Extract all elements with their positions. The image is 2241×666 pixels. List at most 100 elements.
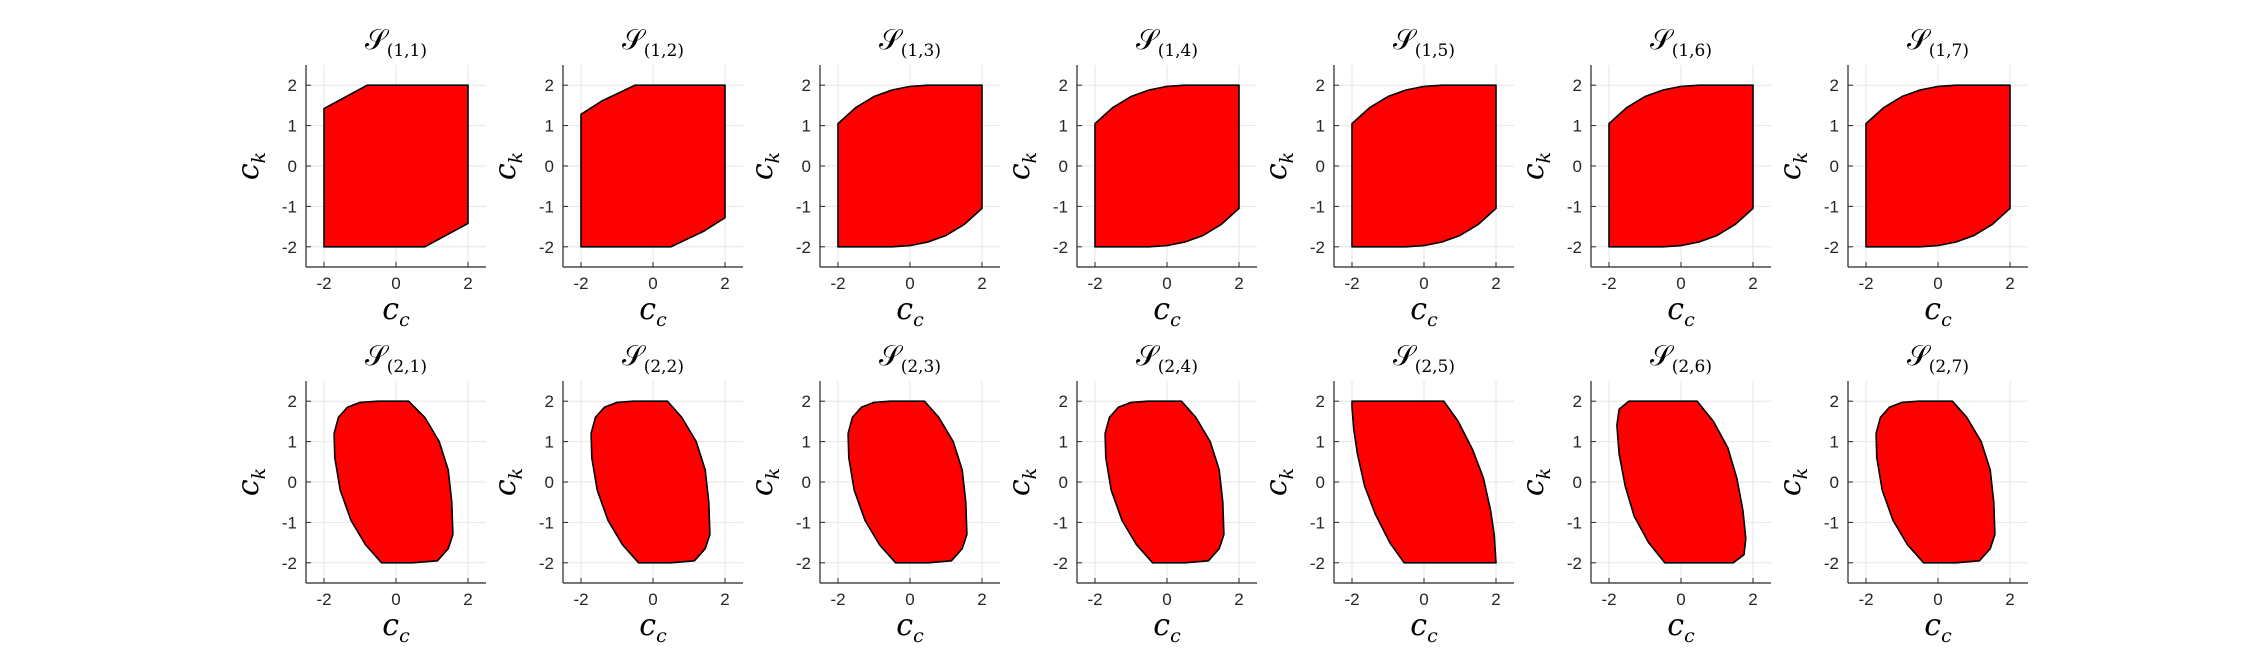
subplot-title: 𝒮(1,4) — [1136, 23, 1198, 61]
y-tick-label: 2 — [1059, 392, 1068, 411]
x-tick-label: 2 — [1491, 590, 1500, 609]
x-tick-label: 0 — [1676, 274, 1685, 293]
x-tick-label: -2 — [1601, 590, 1616, 609]
x-tick-label: 0 — [648, 274, 657, 293]
subplot-1-5: -2 0 2 2 1 0 -1 -2 𝒮(1,5) cc ck — [1259, 23, 1514, 331]
feasible-region — [1094, 84, 1240, 248]
y-tick-label: -2 — [796, 554, 811, 573]
subplot-title: 𝒮(2,2) — [622, 339, 684, 377]
x-tick-label: -2 — [1601, 274, 1616, 293]
y-axis-label: ck — [1259, 152, 1298, 180]
subplot-1-2: -2 0 2 2 1 0 -1 -2 𝒮(1,2) cc ck — [488, 23, 743, 331]
y-axis-label: ck — [1773, 468, 1812, 496]
y-tick-label: 2 — [802, 76, 811, 95]
y-axis-label: ck — [1002, 152, 1041, 180]
y-tick-label: -2 — [539, 554, 554, 573]
y-axis-label: ck — [1516, 152, 1555, 180]
y-tick-label: 0 — [802, 473, 811, 492]
y-tick-label: 2 — [288, 76, 297, 95]
y-tick-label: -2 — [1053, 238, 1068, 257]
y-tick-label: 0 — [1316, 157, 1325, 176]
y-tick-label: -1 — [796, 197, 811, 216]
subplot-2-2: -2 0 2 2 1 0 -1 -2 𝒮(2,2) cc ck — [488, 339, 743, 647]
y-tick-label: 1 — [1573, 433, 1582, 452]
feasible-region — [1351, 84, 1497, 248]
subplot-1-3: -2 0 2 2 1 0 -1 -2 𝒮(1,3) cc ck — [745, 23, 1000, 331]
feasible-region — [323, 84, 469, 248]
x-tick-label: 2 — [1748, 590, 1757, 609]
y-tick-label: 0 — [288, 157, 297, 176]
y-tick-label: 2 — [1316, 392, 1325, 411]
feasible-region — [1875, 400, 1996, 564]
subplot-2-3: -2 0 2 2 1 0 -1 -2 𝒮(2,3) cc ck — [745, 339, 1000, 647]
subplot-title: 𝒮(1,2) — [622, 23, 684, 61]
subplot-2-4: -2 0 2 2 1 0 -1 -2 𝒮(2,4) cc ck — [1002, 339, 1257, 647]
x-tick-label: -2 — [573, 274, 588, 293]
x-tick-label: 2 — [463, 590, 472, 609]
y-tick-label: -2 — [796, 238, 811, 257]
x-tick-label: 2 — [977, 590, 986, 609]
x-axis-label: cc — [896, 292, 924, 331]
y-tick-label: 1 — [802, 433, 811, 452]
subplot-title: 𝒮(2,3) — [879, 339, 941, 377]
x-tick-label: 2 — [977, 274, 986, 293]
x-tick-label: -2 — [1087, 274, 1102, 293]
subplot-1-1: -2 0 2 2 1 0 -1 -2 𝒮(1,1) cc ck — [231, 23, 486, 331]
y-tick-label: -1 — [796, 513, 811, 532]
x-tick-label: -2 — [1858, 590, 1873, 609]
y-tick-label: 1 — [1830, 117, 1839, 136]
y-tick-label: -2 — [1053, 554, 1068, 573]
x-axis-label: cc — [382, 292, 410, 331]
x-tick-label: 2 — [463, 274, 472, 293]
x-axis-label: cc — [1667, 608, 1695, 647]
x-axis-label: cc — [1153, 608, 1181, 647]
x-tick-label: 2 — [720, 274, 729, 293]
x-tick-label: 0 — [1419, 590, 1428, 609]
subplot-title: 𝒮(1,1) — [365, 23, 427, 61]
y-tick-label: 2 — [802, 392, 811, 411]
y-tick-label: -1 — [1310, 513, 1325, 532]
feasible-region — [1616, 400, 1747, 564]
x-tick-label: 0 — [905, 590, 914, 609]
x-tick-label: 0 — [1933, 590, 1942, 609]
x-axis-label: cc — [1410, 292, 1438, 331]
y-axis-label: ck — [745, 468, 784, 496]
x-tick-label: 0 — [905, 274, 914, 293]
x-axis-label: cc — [382, 608, 410, 647]
y-tick-label: 1 — [1830, 433, 1839, 452]
y-tick-label: 2 — [1316, 76, 1325, 95]
x-tick-label: -2 — [1858, 274, 1873, 293]
x-tick-label: 0 — [1162, 274, 1171, 293]
y-tick-label: -2 — [282, 238, 297, 257]
x-tick-label: -2 — [830, 274, 845, 293]
x-axis-label: cc — [639, 608, 667, 647]
x-axis-label: cc — [896, 608, 924, 647]
y-tick-label: 0 — [1059, 473, 1068, 492]
x-tick-label: -2 — [830, 590, 845, 609]
y-tick-label: -2 — [282, 554, 297, 573]
feasible-region — [837, 84, 983, 248]
y-axis-label: ck — [488, 152, 527, 180]
subplot-2-5: -2 0 2 2 1 0 -1 -2 𝒮(2,5) cc ck — [1259, 339, 1514, 647]
y-tick-label: -1 — [1053, 197, 1068, 216]
feasible-region — [847, 400, 968, 564]
y-tick-label: 0 — [545, 473, 554, 492]
y-tick-label: 2 — [1573, 392, 1582, 411]
y-tick-label: -1 — [539, 513, 554, 532]
y-axis-label: ck — [745, 152, 784, 180]
feasible-region — [580, 84, 726, 248]
y-axis-label: ck — [231, 152, 270, 180]
feasible-region — [1608, 84, 1754, 248]
y-tick-label: -2 — [1824, 554, 1839, 573]
x-tick-label: 0 — [391, 590, 400, 609]
subplot-title: 𝒮(1,6) — [1650, 23, 1712, 61]
x-axis-label: cc — [1667, 292, 1695, 331]
x-axis-label: cc — [1924, 608, 1952, 647]
y-tick-label: 2 — [1059, 76, 1068, 95]
y-tick-label: 0 — [288, 473, 297, 492]
subplot-title: 𝒮(1,5) — [1393, 23, 1455, 61]
x-tick-label: -2 — [316, 590, 331, 609]
y-tick-label: -2 — [1824, 238, 1839, 257]
x-tick-label: -2 — [316, 274, 331, 293]
